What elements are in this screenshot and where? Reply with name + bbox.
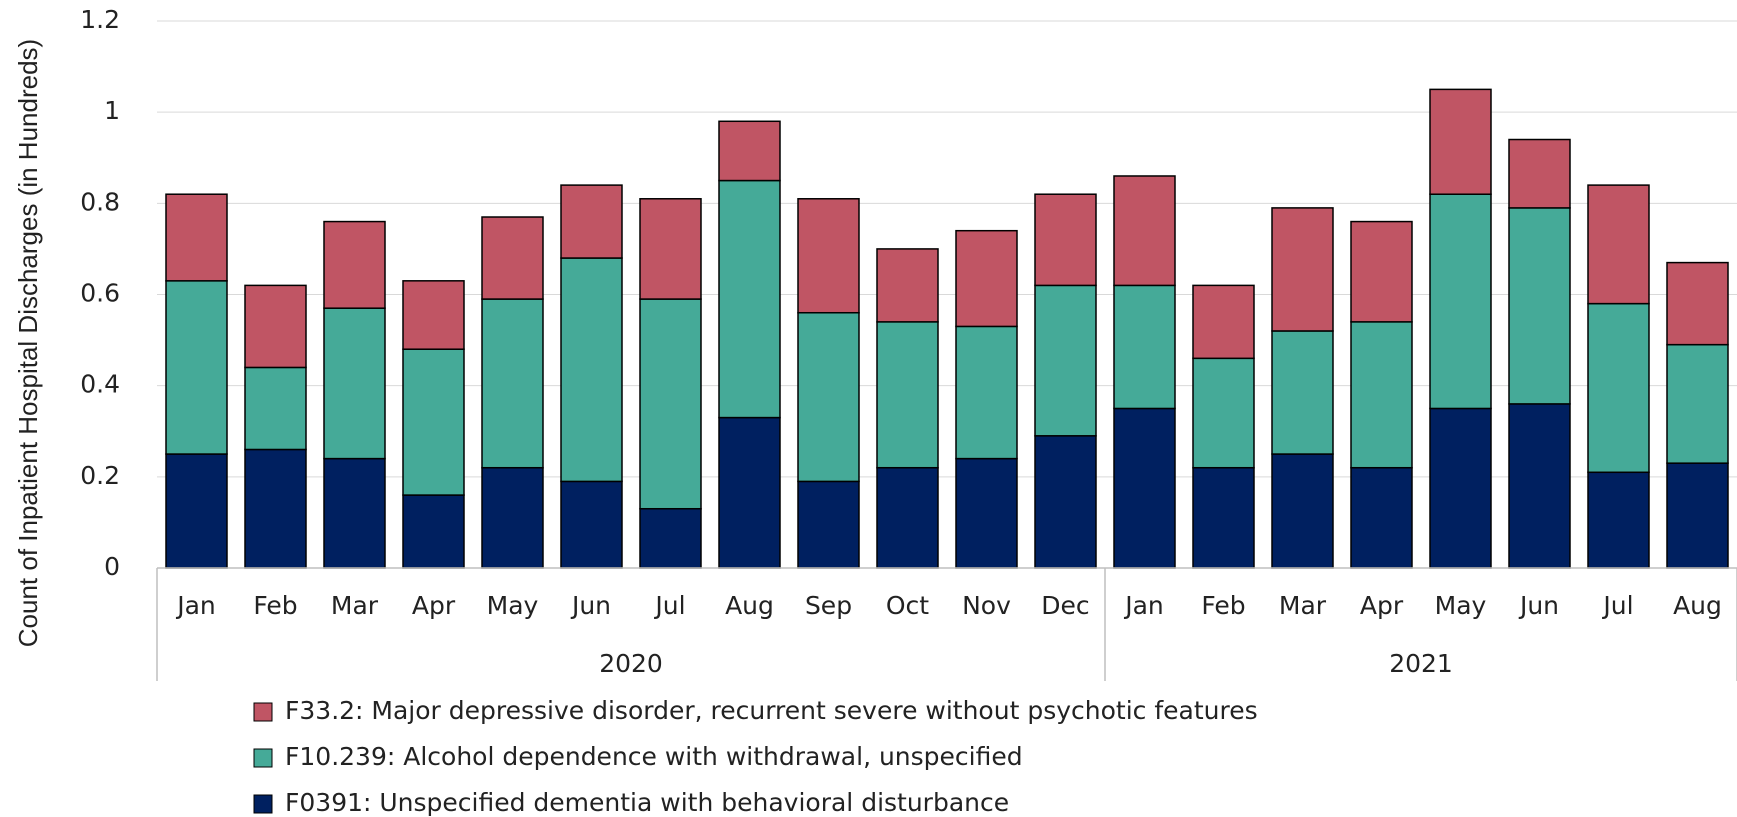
bar-segment [1666,462,1729,569]
bar-segment [1192,466,1255,569]
bar-segment [244,366,307,451]
bar-segment [1429,88,1492,195]
bar-segment [323,457,386,569]
bar-segment [1587,184,1650,305]
bar-segment [323,220,386,309]
bar-segment [1192,284,1255,360]
bar-segment [560,480,623,569]
x-tick-label: Aug [1673,591,1722,620]
group-label: 2021 [1389,649,1453,678]
bar-segment [797,480,860,569]
bar-segment [402,280,465,350]
legend-label: F10.239: Alcohol dependence with withdra… [285,742,1023,771]
x-tick-label: Dec [1041,591,1089,620]
bar-segment [1666,343,1729,464]
x-tick-label: Mar [331,591,379,620]
bar-segment [639,198,702,300]
legend-swatch [253,748,273,768]
x-tick-label: Jan [1123,591,1164,620]
group-label: 2020 [599,649,663,678]
y-tick-label: 1.2 [80,5,120,34]
bar-segment [165,193,228,282]
legend-label: F0391: Unspecified dementia with behavio… [285,788,1009,817]
bar-segment [718,120,781,182]
bar-segment [402,348,465,496]
legend-label: F33.2: Major depressive disorder, recurr… [285,696,1258,725]
bar-segment [1429,193,1492,410]
bar-segment [876,466,939,569]
bar-segment [1271,330,1334,455]
bar-segment [481,466,544,569]
bar-segment [244,448,307,569]
bar-segment [1113,284,1176,410]
bar-segment [1508,403,1571,569]
bar-segment [1350,466,1413,569]
x-tick-label: Jan [175,591,216,620]
y-axis-label: Count of Inpatient Hospital Discharges (… [13,39,43,647]
x-tick-label: Feb [1201,591,1245,620]
bar-segment [955,325,1018,460]
y-tick-label: 0.8 [80,187,120,216]
bar-segment [1587,471,1650,569]
x-tick-label: Jun [1518,591,1559,620]
bar-segment [718,179,781,419]
bar-segment [1192,357,1255,469]
legend-swatch [253,794,273,814]
x-tick-label: Feb [253,591,297,620]
bar-segment [876,248,939,323]
x-tick-label: Nov [962,591,1011,620]
bar-segment [1034,284,1097,437]
x-tick-label: Apr [412,591,456,620]
x-tick-label: Mar [1279,591,1327,620]
bar-segment [1666,261,1729,346]
x-tick-label: Jul [653,591,685,620]
bar-segment [1271,207,1334,332]
bar-segment [797,198,860,314]
y-tick-label: 1 [104,96,120,125]
bar-segment [876,321,939,469]
y-tick-label: 0.2 [80,461,120,490]
bar-segment [1508,207,1571,405]
bar-segment [1350,321,1413,469]
bar-segment [323,307,386,460]
bar-segment [1034,435,1097,569]
x-tick-label: May [487,591,539,620]
bar-segment [165,280,228,455]
bar-segment [481,298,544,469]
y-tick-label: 0.4 [80,370,120,399]
bar-segment [402,494,465,569]
y-tick-label: 0.6 [80,279,120,308]
x-tick-label: Apr [1360,591,1404,620]
bar-segment [481,216,544,300]
bar-segment [718,416,781,569]
x-tick-label: Aug [725,591,774,620]
bar-segment [1429,407,1492,569]
x-tick-label: Jul [1601,591,1633,620]
bar-segment [955,229,1018,328]
bar-segment [1587,302,1650,474]
x-tick-label: Oct [886,591,929,620]
x-tick-label: Sep [805,591,852,620]
bar-segment [639,298,702,510]
bar-segment [1508,138,1571,209]
bar-segment [1034,193,1097,287]
bar-segment [1271,453,1334,569]
bar-segment [1113,175,1176,287]
bar-segment [955,457,1018,569]
bar-segment [244,284,307,369]
bar-segment [797,311,860,483]
y-tick-label: 0 [104,552,120,581]
bar-segment [560,257,623,483]
bar-segment [1350,220,1413,323]
bar-segment [1113,407,1176,569]
legend-swatch [253,702,273,722]
bar-segment [560,184,623,259]
bar-segment [639,507,702,569]
x-tick-label: Jun [570,591,611,620]
bar-segment [165,453,228,569]
x-tick-label: May [1435,591,1487,620]
